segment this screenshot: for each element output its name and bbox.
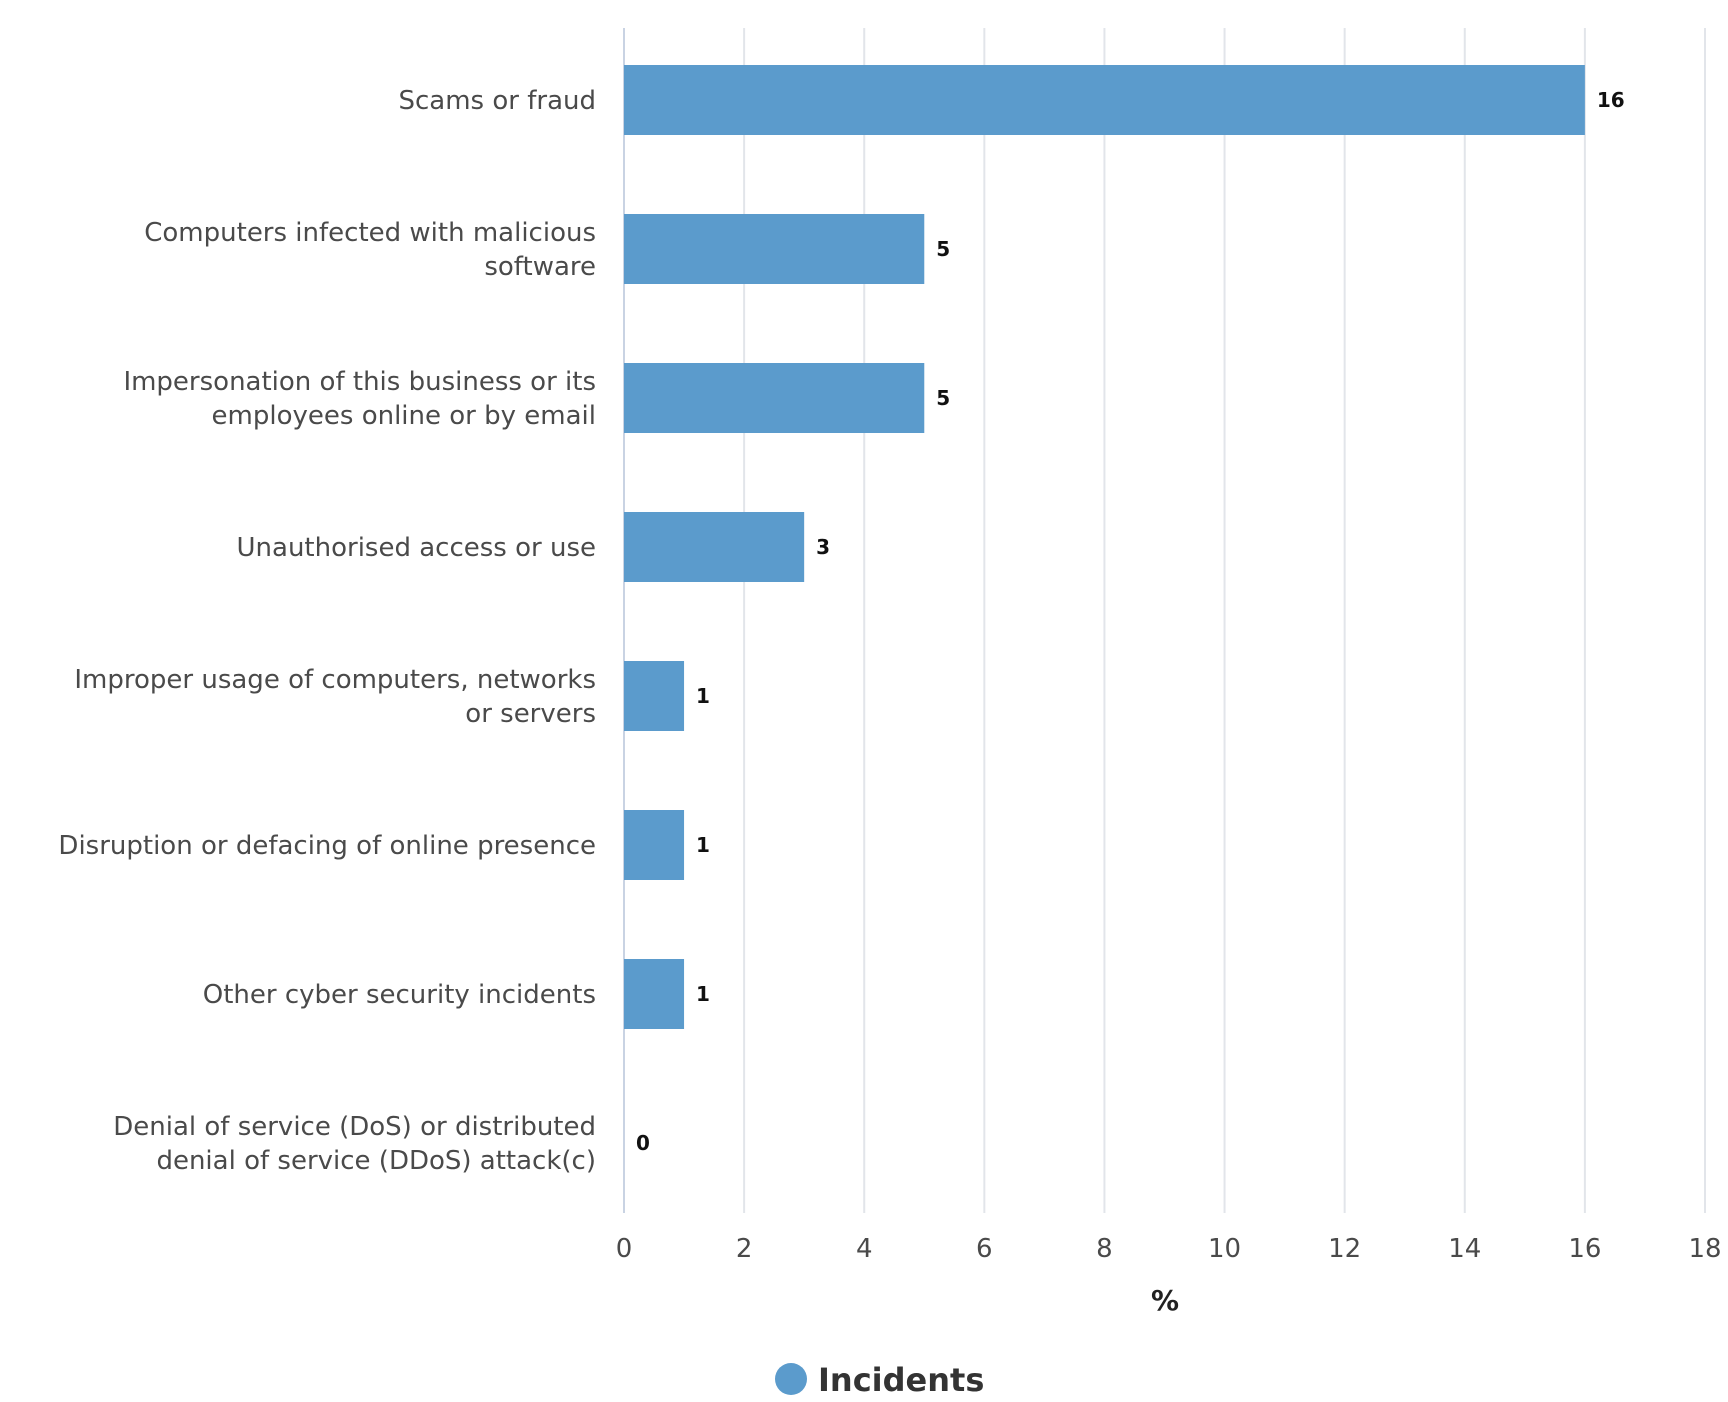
category-label-7-line-1: denial of service (DDoS) attack(c) [156,1146,596,1176]
bar-1[interactable] [624,214,925,284]
category-label-4: Improper usage of computers, networks or … [74,665,596,729]
category-label-1-line-0: Computers infected with malicious [144,218,596,248]
category-label-2-line-0: Impersonation of this business or its [123,367,596,397]
category-label-7-line-0: Denial of service (DoS) or distributed [113,1112,596,1142]
category-label-2-line-1: employees online or by email [212,401,596,431]
bar-4[interactable] [624,661,685,731]
data-label-5: 1 [696,833,710,857]
x-tick-label-1: 2 [736,1234,753,1264]
x-tick-label-4: 8 [1096,1234,1113,1264]
category-label-2: Impersonation of this business or its emp… [123,367,596,431]
category-label-1: Computers infected with malicious softwar… [144,218,596,282]
data-labels: 16 5 5 3 1 1 1 0 [636,88,1625,1155]
bar-0[interactable] [624,65,1585,135]
category-label-5: Disruption or defacing of online presenc… [58,831,596,861]
category-label-7: Denial of service (DoS) or distributed de… [113,1112,596,1176]
x-tick-label-8: 16 [1568,1234,1601,1264]
category-label-3: Unauthorised access or use [237,533,596,563]
data-label-4: 1 [696,684,710,708]
category-label-4-line-0: Improper usage of computers, networks [74,665,596,695]
x-tick-label-6: 12 [1328,1234,1361,1264]
legend-label-incidents: Incidents [818,1361,984,1399]
category-label-6: Other cyber security incidents [203,980,596,1010]
bar-6[interactable] [624,959,685,1029]
grid-lines [623,28,1706,1213]
x-tick-label-5: 10 [1208,1234,1241,1264]
data-label-0: 16 [1597,88,1625,112]
category-label-6-line-0: Other cyber security incidents [203,980,596,1010]
legend[interactable]: Incidents [775,1361,984,1399]
x-tick-label-2: 4 [856,1234,873,1264]
category-label-4-line-1: or servers [465,699,596,729]
legend-swatch [775,1363,807,1395]
x-tick-labels: 0 2 4 6 8 10 12 14 16 18 [616,1234,1722,1264]
x-tick-label-9: 18 [1688,1234,1721,1264]
bar-2[interactable] [624,363,925,433]
bars [624,65,1585,1029]
category-labels: Scams or fraud Computers infected with ma… [58,86,596,1176]
x-tick-label-3: 6 [976,1234,993,1264]
data-label-1: 5 [936,237,950,261]
x-tick-label-7: 14 [1448,1234,1481,1264]
x-axis-title: % [1151,1284,1179,1317]
data-label-2: 5 [936,386,950,410]
data-label-6: 1 [696,982,710,1006]
category-label-5-line-0: Disruption or defacing of online presenc… [58,831,596,861]
category-label-1-line-1: software [484,252,596,282]
category-label-0: Scams or fraud [399,86,597,116]
category-label-0-line-0: Scams or fraud [399,86,597,116]
data-label-7: 0 [636,1131,650,1155]
bar-3[interactable] [624,512,805,582]
category-label-3-line-0: Unauthorised access or use [237,533,596,563]
data-label-3: 3 [816,535,830,559]
bar-5[interactable] [624,810,685,880]
x-tick-label-0: 0 [616,1234,633,1264]
